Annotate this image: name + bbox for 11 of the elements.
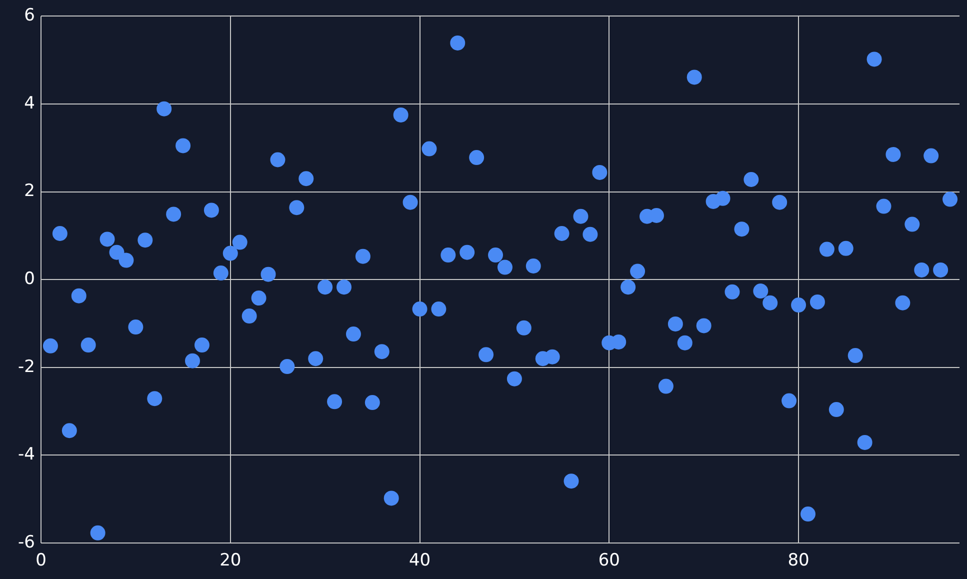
y-tick-label: 4 xyxy=(24,93,35,114)
x-tick-label: 80 xyxy=(788,550,810,571)
y-tick-label: 2 xyxy=(24,181,35,202)
y-tick-label: 6 xyxy=(24,6,35,26)
y-tick-label: 0 xyxy=(24,269,35,290)
y-tick-label: -6 xyxy=(18,532,35,552)
x-tick-label: 20 xyxy=(220,550,242,571)
y-tick-label: -2 xyxy=(18,356,35,377)
x-tick-label: 40 xyxy=(408,550,431,571)
y-tick-label: -4 xyxy=(18,444,35,465)
x-tick-label: 60 xyxy=(598,550,620,571)
